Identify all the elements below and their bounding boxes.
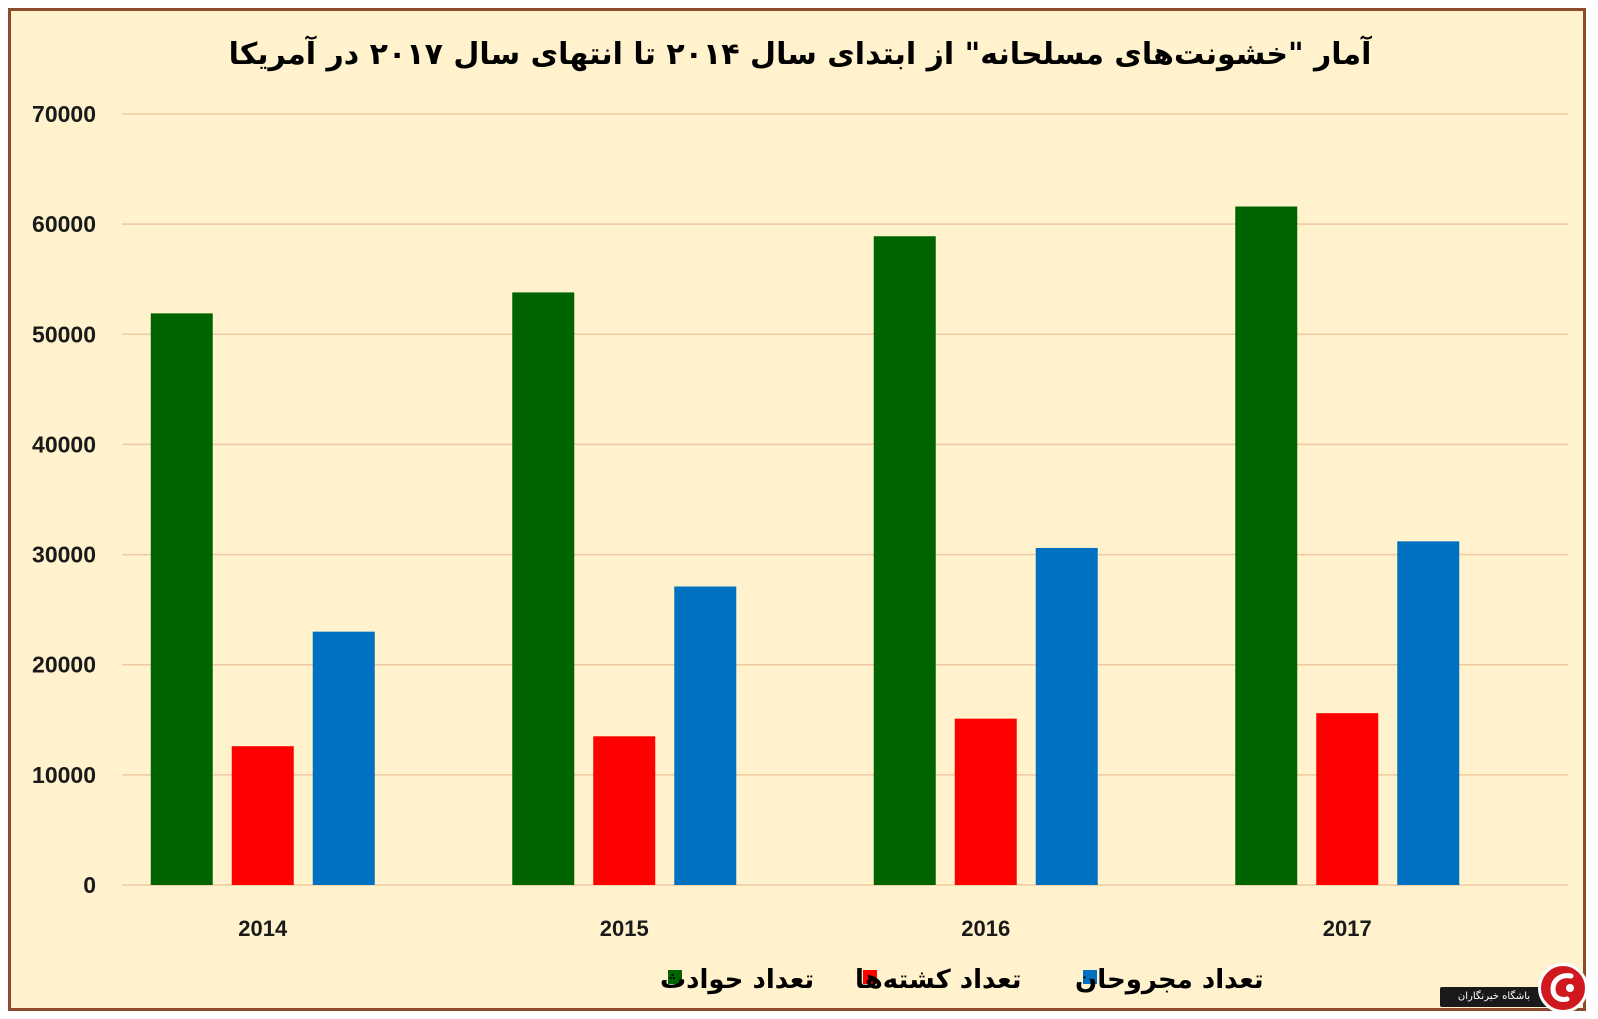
bar [312,631,375,885]
y-tick-label: 60000 [32,211,96,237]
x-tick-label: 2016 [961,916,1010,941]
x-tick-label: 2015 [600,916,649,941]
logo-circle-icon [1538,963,1588,1013]
x-tick-label: 2014 [238,916,288,941]
bar [674,586,737,885]
legend-swatch [668,970,682,984]
y-tick-label: 10000 [32,762,96,788]
chart-title: آمار "خشونت‌های مسلحانه" از ابتدای سال ۲… [229,35,1373,72]
x-tick-label: 2017 [1323,916,1372,941]
publisher-logo: باشگاه خبرنگاران [1440,959,1590,1015]
y-tick-label: 20000 [32,652,96,678]
legend-label: تعداد مجروحان [1075,965,1264,995]
bars [150,206,1460,886]
logo-banner-text: باشگاه خبرنگاران [1440,987,1548,1007]
bar [1397,541,1460,885]
legend: تعداد حوادث تعداد کشته‌ها تعداد مجروحان [660,965,1264,995]
legend-swatch [863,970,877,984]
y-tick-label: 0 [83,872,96,898]
y-tick-label: 70000 [32,101,96,127]
bar [1235,206,1298,885]
bar [1035,547,1098,885]
bar [150,313,213,885]
bar [231,746,294,885]
y-tick-label: 30000 [32,542,96,568]
y-tick-label: 40000 [32,431,96,457]
legend-label: تعداد کشته‌ها [855,965,1022,995]
legend-label: تعداد حوادث [660,965,814,995]
x-axis-ticks: 2014 2015 2016 2017 [238,916,1371,941]
bar [512,292,575,886]
bar [954,718,1017,885]
bar [593,736,656,885]
y-axis-ticks: 0 10000 20000 30000 40000 50000 60000 70000 [32,101,96,898]
bar [873,236,936,886]
legend-swatch [1083,970,1097,984]
y-tick-label: 50000 [32,321,96,347]
bar [1316,713,1379,885]
